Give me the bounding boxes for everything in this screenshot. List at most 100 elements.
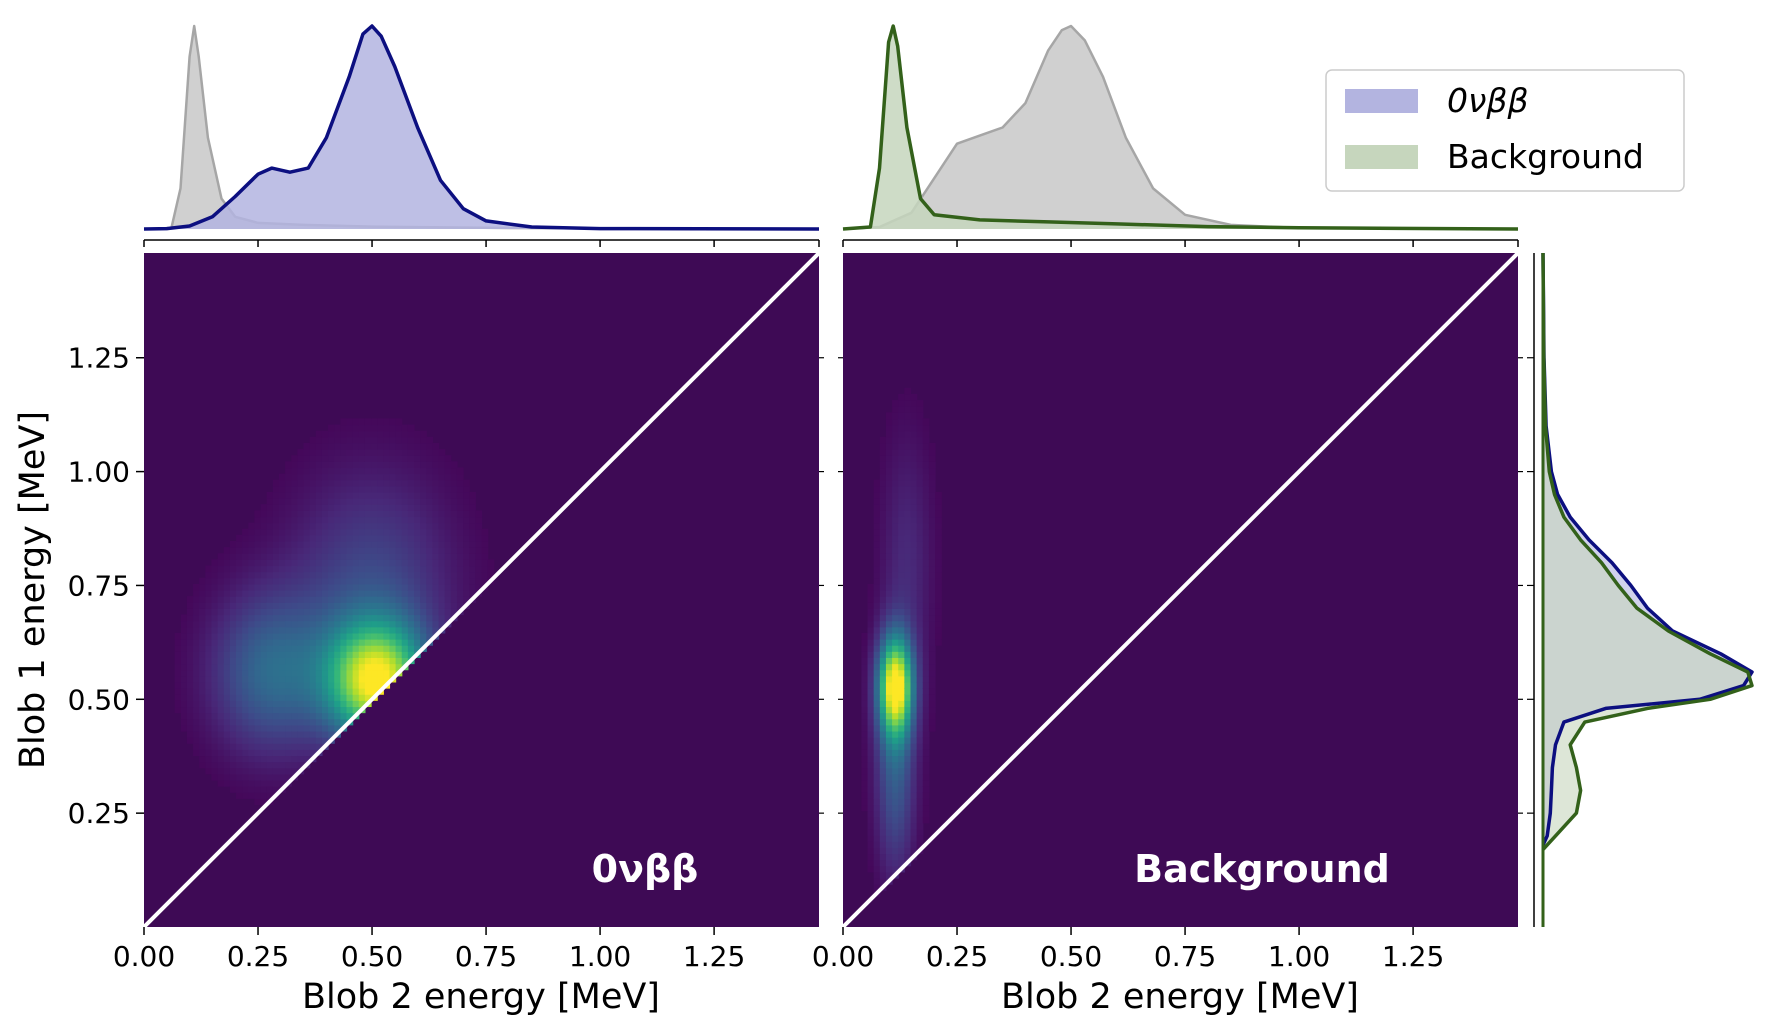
heatmap-cell bbox=[879, 632, 887, 640]
x-tick-label: 0.25 bbox=[926, 940, 988, 973]
heatmap-cell bbox=[334, 577, 341, 585]
heatmap-cell bbox=[916, 412, 924, 420]
heatmap-cell bbox=[892, 865, 899, 873]
heatmap-cell bbox=[186, 614, 194, 622]
heatmap-cell bbox=[321, 614, 329, 622]
heatmap-cell bbox=[321, 498, 329, 505]
heatmap-cell bbox=[328, 485, 335, 493]
heatmap-cell bbox=[407, 547, 415, 554]
heatmap-cell bbox=[291, 614, 299, 622]
heatmap-cell bbox=[892, 657, 899, 665]
heatmap-cell bbox=[904, 853, 912, 861]
heatmap-cell bbox=[285, 651, 292, 658]
heatmap-cell bbox=[873, 688, 881, 695]
heatmap-cell bbox=[910, 534, 918, 542]
heatmap-cell bbox=[377, 583, 384, 591]
heatmap-cell bbox=[352, 620, 360, 628]
heatmap-cell bbox=[407, 639, 415, 646]
heatmap-cell bbox=[260, 724, 268, 732]
heatmap-cell bbox=[260, 626, 268, 634]
heatmap-cell bbox=[922, 455, 930, 462]
heatmap-cell bbox=[285, 534, 292, 542]
heatmap-cell bbox=[211, 626, 219, 634]
heatmap-cell bbox=[254, 583, 262, 591]
heatmap-cell bbox=[456, 583, 464, 591]
heatmap-cell bbox=[885, 596, 893, 603]
heatmap-cell bbox=[248, 528, 256, 536]
heatmap-cell bbox=[346, 657, 354, 665]
heatmap-cell bbox=[315, 620, 323, 628]
heatmap-cell bbox=[364, 467, 372, 475]
heatmap-cell bbox=[205, 749, 213, 757]
heatmap-cell bbox=[340, 565, 348, 573]
heatmap-cell bbox=[904, 400, 912, 407]
heatmap-cell bbox=[321, 559, 329, 567]
heatmap-cell bbox=[389, 583, 397, 591]
heatmap-cell bbox=[328, 467, 335, 475]
heatmap-cell bbox=[321, 491, 329, 499]
heatmap-cell bbox=[229, 675, 237, 683]
heatmap-cell bbox=[291, 688, 299, 695]
heatmap-cell bbox=[180, 694, 188, 701]
heatmap-cell bbox=[328, 424, 335, 432]
heatmap-cell bbox=[205, 724, 213, 732]
heatmap-cell bbox=[935, 510, 942, 518]
heatmap-cell bbox=[861, 798, 869, 806]
heatmap-cell bbox=[371, 577, 378, 585]
heatmap-cell bbox=[272, 491, 280, 499]
heatmap-cell bbox=[916, 479, 924, 487]
heatmap-cell bbox=[291, 583, 299, 591]
heatmap-cell bbox=[867, 675, 875, 683]
heatmap-cell bbox=[450, 473, 458, 481]
heatmap-cell bbox=[321, 510, 329, 518]
heatmap-cell bbox=[885, 577, 893, 585]
heatmap-cell bbox=[867, 590, 875, 597]
heatmap-cell bbox=[328, 491, 335, 499]
heatmap-cell bbox=[352, 583, 360, 591]
heatmap-cell bbox=[432, 608, 440, 616]
heatmap-cell bbox=[358, 688, 366, 695]
heatmap-cell bbox=[242, 755, 249, 763]
heatmap-cell bbox=[285, 498, 292, 505]
heatmap-cell bbox=[389, 626, 397, 634]
heatmap-cell bbox=[395, 498, 403, 505]
heatmap-cell bbox=[898, 681, 905, 689]
heatmap-cell bbox=[420, 565, 427, 573]
heatmap-cell bbox=[205, 620, 213, 628]
heatmap-cell bbox=[414, 430, 421, 438]
heatmap-cell bbox=[223, 694, 231, 701]
heatmap-cell bbox=[285, 712, 292, 720]
heatmap-cell bbox=[420, 534, 427, 542]
heatmap-cell bbox=[315, 510, 323, 518]
heatmap-cell bbox=[279, 596, 286, 603]
heatmap-cell bbox=[916, 565, 924, 573]
heatmap-cell bbox=[186, 737, 194, 744]
heatmap-cell bbox=[873, 841, 881, 848]
heatmap-cell bbox=[279, 522, 286, 530]
heatmap-cell bbox=[935, 596, 942, 603]
heatmap-cell bbox=[928, 700, 936, 708]
heatmap-cell bbox=[432, 534, 440, 542]
heatmap-cell bbox=[898, 816, 905, 824]
heatmap-cell bbox=[309, 681, 317, 689]
heatmap-cell bbox=[904, 614, 912, 622]
heatmap-cell bbox=[879, 761, 887, 769]
heatmap-cell bbox=[248, 639, 256, 646]
heatmap-cell bbox=[346, 436, 354, 444]
heatmap-cell bbox=[180, 626, 188, 634]
heatmap-cell bbox=[867, 620, 875, 628]
heatmap-cell bbox=[254, 614, 262, 622]
heatmap-cell bbox=[898, 786, 905, 793]
heatmap-cell bbox=[266, 718, 274, 726]
heatmap-cell bbox=[383, 663, 391, 671]
heatmap-cell bbox=[242, 583, 249, 591]
heatmap-cell bbox=[266, 743, 274, 750]
heatmap-cell bbox=[904, 467, 912, 475]
heatmap-cell bbox=[444, 455, 452, 462]
heatmap-cell bbox=[266, 571, 274, 579]
heatmap-cell bbox=[389, 491, 397, 499]
heatmap-cell bbox=[346, 688, 354, 695]
heatmap-cell bbox=[260, 516, 268, 524]
heatmap-cell bbox=[444, 528, 452, 536]
heatmap-cell bbox=[426, 436, 434, 444]
